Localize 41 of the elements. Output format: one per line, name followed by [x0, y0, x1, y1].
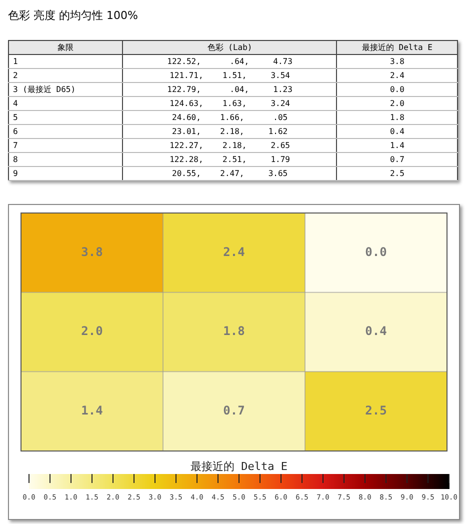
data-label: 0.4	[365, 324, 387, 338]
category-label: 最接近的 Delta E	[336, 40, 458, 54]
color-bar-title: 最接近的 Delta E	[190, 460, 288, 473]
text: 1.4	[336, 138, 458, 152]
text: 122.27, 2.18, 2.65	[122, 138, 337, 152]
text: 20.55, 2.47, 3.65	[122, 166, 337, 180]
text: 4	[8, 96, 123, 110]
text: 23.01, 2.18, 1.62	[122, 124, 337, 138]
text: 3.8	[336, 54, 458, 68]
text: 2	[8, 68, 123, 82]
data-label: 2.4	[223, 244, 245, 259]
text: 6	[8, 124, 123, 138]
data-label: 2.5	[365, 403, 387, 418]
text: 1	[8, 54, 123, 68]
text: 24.60, 1.66, .05	[122, 110, 337, 124]
text: 2.4	[336, 68, 458, 82]
text: 0.4	[336, 124, 458, 138]
text: 122.28, 2.51, 1.79	[122, 152, 337, 166]
data-label: 3.8	[81, 244, 103, 259]
text: 122.79, .04, 1.23	[122, 82, 337, 96]
text: 7	[8, 138, 123, 152]
data-label: 0.7	[223, 403, 245, 418]
text: 9	[8, 166, 123, 180]
data-label: 2.0	[81, 324, 103, 338]
data-label: 0.0	[365, 244, 387, 259]
text: 1.8	[336, 110, 458, 124]
text: 8	[8, 152, 123, 166]
category-label: 色彩 (Lab)	[122, 40, 337, 54]
text: 124.63, 1.63, 3.24	[122, 96, 337, 110]
category-label: 象限	[8, 40, 123, 54]
text: 3 (最接近 D65)	[8, 82, 123, 96]
text: 122.52, .64, 4.73	[122, 54, 337, 68]
data-label: 1.4	[81, 403, 103, 418]
text: 2.0	[336, 96, 458, 110]
text: 0.7	[336, 152, 458, 166]
data-label: 1.8	[223, 324, 245, 338]
text: 2.5	[336, 166, 458, 180]
text: 0.0	[336, 82, 458, 96]
text: 色彩 亮度 的均匀性 100%	[8, 8, 138, 23]
text: 5	[8, 110, 123, 124]
text: 121.71, 1.51, 3.54	[122, 68, 337, 82]
